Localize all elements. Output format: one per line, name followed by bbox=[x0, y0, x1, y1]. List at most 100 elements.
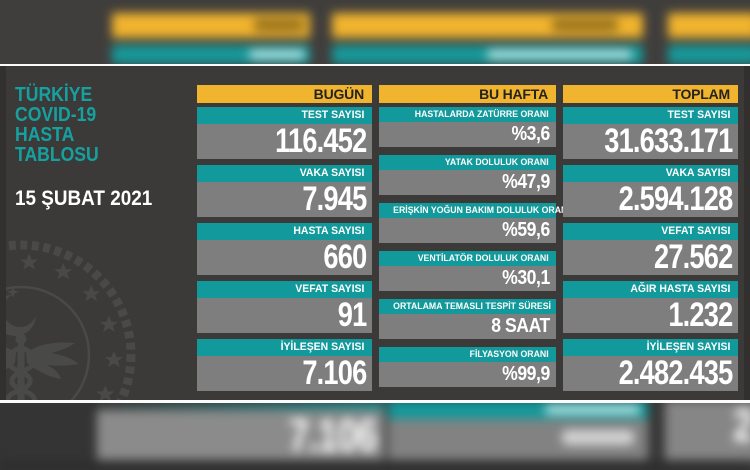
stat-value: 2.594.128 bbox=[618, 180, 734, 218]
stat-block: İYİLEŞEN SAYISI 7.106 bbox=[197, 339, 372, 391]
emblem-caduceus bbox=[6, 333, 79, 400]
blurred-teal-bar bbox=[332, 45, 643, 64]
column-bu-hafta: BU HAFTA HASTALARDA ZATÜRRE ORANI %3,6 Y… bbox=[379, 85, 570, 387]
blurred-background-top bbox=[0, 0, 750, 64]
stat-block: VAKA SAYISI 7.945 bbox=[197, 165, 372, 217]
blurred-label-text bbox=[487, 50, 632, 59]
stat-label: VAKA SAYISI bbox=[299, 167, 365, 179]
title-line: COVID-19 bbox=[15, 104, 97, 126]
blurred-yellow-bar bbox=[112, 13, 310, 38]
blurred-teal-bar bbox=[97, 403, 384, 412]
stat-value: 7.106 bbox=[302, 354, 367, 392]
stat-block: VAKA SAYISI 2.594.128 bbox=[563, 165, 738, 217]
stat-value: 8 SAAT bbox=[491, 315, 550, 337]
stat-label: VEFAT SAYISI bbox=[295, 283, 365, 295]
blurred-background-bottom: 7.106 2 bbox=[0, 403, 750, 470]
stat-label-bar: ORTALAMA TEMASLI TESPİT SÜRESİ bbox=[379, 299, 556, 314]
blurred-teal-bar bbox=[668, 45, 750, 64]
stat-value-bar: %47,9 bbox=[379, 170, 556, 195]
blurred-top-layer bbox=[0, 0, 750, 64]
stat-block: İYİLEŞEN SAYISI 2.482.435 bbox=[563, 339, 738, 391]
stat-label: TEST SAYISI bbox=[301, 109, 365, 121]
stat-value-bar: 7.106 bbox=[197, 356, 372, 391]
stat-block: HASTALARDA ZATÜRRE ORANI %3,6 bbox=[379, 107, 556, 147]
stat-label: VENTİLATÖR DOLULUK ORANI bbox=[417, 253, 549, 264]
stat-value: %3,6 bbox=[511, 123, 550, 145]
stat-block: VEFAT SAYISI 27.562 bbox=[563, 223, 738, 275]
stat-block: ERİŞKİN YOĞUN BAKIM DOLULUK ORANI %59,6 bbox=[379, 203, 570, 243]
stat-value-bar: 7.945 bbox=[197, 182, 372, 217]
stat-value-bar: 116.452 bbox=[197, 124, 372, 159]
column-rows: TEST SAYISI 31.633.171 VAKA SAYISI 2.594… bbox=[563, 107, 738, 391]
stat-block: AĞIR HASTA SAYISI 1.232 bbox=[563, 281, 738, 333]
stat-value-bar: 660 bbox=[197, 240, 372, 275]
title-line: TABLOSU bbox=[15, 144, 99, 166]
emblem-crescent bbox=[6, 286, 37, 336]
stat-label: HASTALARDA ZATÜRRE ORANI bbox=[414, 109, 549, 120]
stat-block: ORTALAMA TEMASLI TESPİT SÜRESİ 8 SAAT bbox=[379, 299, 556, 339]
stat-value-bar: 2.594.128 bbox=[563, 182, 738, 217]
stat-label-bar: VEFAT SAYISI bbox=[197, 281, 372, 298]
stat-label: ORTALAMA TEMASLI TESPİT SÜRESİ bbox=[393, 301, 551, 312]
stat-value-bar: 27.562 bbox=[563, 240, 738, 275]
stat-label: TEST SAYISI bbox=[667, 109, 731, 121]
stat-value: %59,6 bbox=[502, 219, 550, 241]
stat-label-bar: FİLYASYON ORANI bbox=[379, 347, 556, 362]
stat-block: VEFAT SAYISI 91 bbox=[197, 281, 372, 333]
stat-label: FİLYASYON ORANI bbox=[469, 349, 549, 360]
column-rows: TEST SAYISI 116.452 VAKA SAYISI 7.945 HA… bbox=[197, 107, 372, 391]
stat-value: 660 bbox=[323, 238, 367, 276]
blurred-label-text bbox=[249, 50, 305, 59]
column-rows: HASTALARDA ZATÜRRE ORANI %3,6 YATAK DOLU… bbox=[379, 107, 570, 387]
stat-value-bar: 31.633.171 bbox=[563, 124, 738, 159]
stat-block: TEST SAYISI 116.452 bbox=[197, 107, 372, 159]
column-bugun: BUGÜN TEST SAYISI 116.452 VAKA SAYISI 7.… bbox=[197, 85, 372, 391]
stat-label-bar: İYİLEŞEN SAYISI bbox=[563, 339, 738, 356]
blurred-value-text: 2 bbox=[684, 403, 750, 450]
blurred-yellow-bar bbox=[332, 13, 643, 38]
stat-label-bar: VAKA SAYISI bbox=[563, 165, 738, 182]
blurred-dark-strip bbox=[0, 460, 750, 470]
stat-value: %47,9 bbox=[502, 171, 550, 193]
stat-value-bar: 2.482.435 bbox=[563, 356, 738, 391]
blurred-label-text bbox=[545, 405, 640, 414]
stat-label: VEFAT SAYISI bbox=[661, 225, 731, 237]
stat-label: VAKA SAYISI bbox=[665, 167, 731, 179]
column-header: BU HAFTA bbox=[379, 85, 556, 103]
blurred-header-text bbox=[254, 19, 304, 31]
stat-label-bar: AĞIR HASTA SAYISI bbox=[563, 281, 738, 298]
stat-label-bar: İYİLEŞEN SAYISI bbox=[197, 339, 372, 356]
column-header: BUGÜN bbox=[197, 85, 372, 103]
stat-label: YATAK DOLULUK ORANI bbox=[444, 157, 549, 168]
stat-value-bar: %99,9 bbox=[379, 362, 556, 387]
stat-value: 7.945 bbox=[302, 180, 367, 218]
blurred-yellow-bar bbox=[668, 13, 750, 38]
blurred-value-text: 7.106 bbox=[288, 409, 378, 461]
blurred-value-text bbox=[562, 430, 634, 445]
blurred-sidebar-area bbox=[0, 403, 97, 470]
stat-value-bar: %3,6 bbox=[379, 122, 556, 147]
stat-value: 116.452 bbox=[275, 122, 367, 160]
column-toplam: TOPLAM TEST SAYISI 31.633.171 VAKA SAYIS… bbox=[563, 85, 738, 391]
stat-label: HASTA SAYISI bbox=[293, 225, 365, 237]
stat-value-bar: %59,6 bbox=[379, 218, 556, 243]
title-line: TÜRKİYE bbox=[15, 84, 93, 106]
blurred-bottom-layer: 7.106 2 bbox=[0, 403, 750, 470]
blurred-header-text bbox=[552, 19, 618, 31]
stat-block: FİLYASYON ORANI %99,9 bbox=[379, 347, 556, 387]
stat-value: 27.562 bbox=[654, 238, 733, 276]
stat-label-bar: HASTALARDA ZATÜRRE ORANI bbox=[379, 107, 556, 122]
stat-label-bar: VAKA SAYISI bbox=[197, 165, 372, 182]
panel-bottom-separator bbox=[0, 400, 750, 403]
title-line: HASTA bbox=[15, 124, 75, 146]
stat-block: TEST SAYISI 31.633.171 bbox=[563, 107, 738, 159]
stat-value: %99,9 bbox=[502, 363, 550, 385]
emblem-stars bbox=[20, 253, 123, 400]
stat-value-bar: %30,1 bbox=[379, 266, 556, 291]
stat-label-bar: VENTİLATÖR DOLULUK ORANI bbox=[379, 251, 556, 266]
stat-label-bar: TEST SAYISI bbox=[197, 107, 372, 124]
report-date: 15 ŞUBAT 2021 bbox=[15, 187, 153, 210]
stat-block: VENTİLATÖR DOLULUK ORANI %30,1 bbox=[379, 251, 556, 291]
stat-label-bar: ERİŞKİN YOĞUN BAKIM DOLULUK ORANI bbox=[379, 203, 570, 218]
